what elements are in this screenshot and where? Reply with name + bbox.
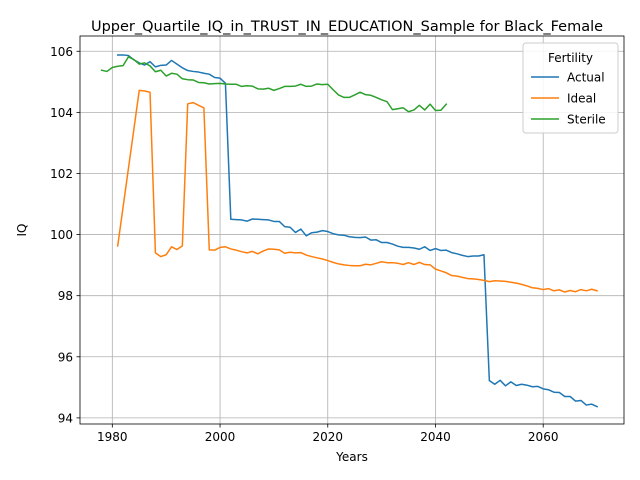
y-tick-label: 96 (58, 350, 73, 364)
x-tick-label: 2000 (205, 430, 236, 444)
x-tick-label: 2020 (312, 430, 343, 444)
chart-title: Upper_Quartile_IQ_in_TRUST_IN_EDUCATION_… (91, 19, 603, 35)
y-axis-title: IQ (15, 224, 29, 237)
legend-items: Actual Ideal Sterile (531, 71, 606, 127)
axis-ticks: 1980 2000 2020 2040 2060 94 96 98 100 102 104 106 (50, 45, 558, 444)
y-tick-label: 102 (50, 167, 73, 181)
legend-label-actual: Actual (567, 71, 605, 85)
x-tick-label: 2040 (420, 430, 451, 444)
y-tick-label: 98 (58, 289, 73, 303)
y-tick-label: 100 (50, 228, 73, 242)
y-tick-label: 94 (58, 411, 73, 425)
x-tick-label: 1980 (97, 430, 128, 444)
x-tick-label: 2060 (528, 430, 559, 444)
legend-label-ideal: Ideal (567, 92, 596, 106)
legend: Fertility Actual Ideal Sterile (522, 42, 619, 134)
y-tick-label: 104 (50, 106, 73, 120)
series-line-sterile (100, 56, 448, 113)
legend-label-sterile: Sterile (567, 113, 606, 127)
series-lines (100, 54, 599, 408)
series-line-actual (116, 54, 599, 408)
plot-frame (79, 35, 625, 425)
x-axis-title: Years (335, 450, 368, 464)
series-line-ideal (116, 89, 598, 293)
y-tick-label: 106 (50, 45, 73, 59)
legend-box (522, 42, 619, 134)
legend-title: Fertility (548, 51, 593, 65)
